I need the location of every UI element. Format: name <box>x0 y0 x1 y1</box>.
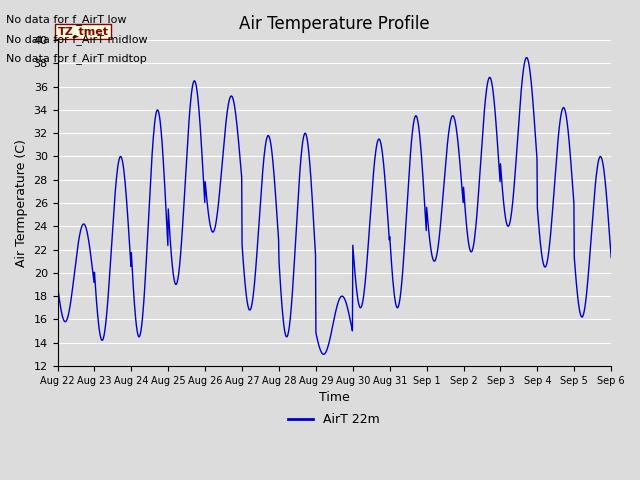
Text: No data for f_AirT low: No data for f_AirT low <box>6 14 127 25</box>
Text: No data for f_AirT midlow: No data for f_AirT midlow <box>6 34 148 45</box>
Title: Air Temperature Profile: Air Temperature Profile <box>239 15 429 33</box>
Text: TZ_tmet: TZ_tmet <box>58 26 109 37</box>
Text: No data for f_AirT midtop: No data for f_AirT midtop <box>6 53 147 64</box>
Y-axis label: Air Termperature (C): Air Termperature (C) <box>15 139 28 267</box>
X-axis label: Time: Time <box>319 391 349 404</box>
Legend: AirT 22m: AirT 22m <box>284 408 385 432</box>
